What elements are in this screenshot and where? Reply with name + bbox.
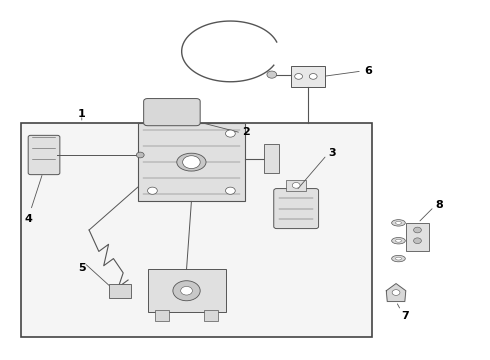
Circle shape [267,71,277,78]
Circle shape [225,130,235,137]
Bar [291,66,325,87]
Circle shape [147,187,157,194]
Bar [147,269,225,312]
Bar [138,123,245,202]
Text: 2: 2 [243,127,250,137]
Text: 6: 6 [365,66,372,76]
Text: 8: 8 [435,200,443,210]
FancyBboxPatch shape [274,189,318,229]
Ellipse shape [395,221,401,224]
Bar [406,223,429,251]
Circle shape [181,287,193,295]
Circle shape [136,152,144,158]
Polygon shape [386,284,406,301]
Circle shape [292,183,300,188]
Ellipse shape [395,239,401,242]
FancyBboxPatch shape [28,135,60,175]
Circle shape [183,156,200,168]
Ellipse shape [392,220,405,226]
Circle shape [225,187,235,194]
Circle shape [309,73,317,79]
Text: 3: 3 [328,148,336,158]
Circle shape [392,290,400,296]
Bar [21,123,372,337]
Bar [287,180,306,191]
Text: 4: 4 [24,214,32,224]
Ellipse shape [395,257,401,260]
Text: 1: 1 [78,109,86,119]
Circle shape [414,227,421,233]
Bar [265,144,279,173]
Ellipse shape [177,153,206,171]
Bar [155,310,170,321]
Circle shape [173,281,200,301]
Ellipse shape [392,255,405,262]
Bar [203,310,218,321]
Ellipse shape [392,238,405,244]
Text: 5: 5 [78,262,86,273]
Circle shape [294,73,302,79]
Circle shape [414,238,421,244]
FancyBboxPatch shape [144,99,200,126]
Text: 7: 7 [401,311,409,321]
Bar [109,284,130,298]
